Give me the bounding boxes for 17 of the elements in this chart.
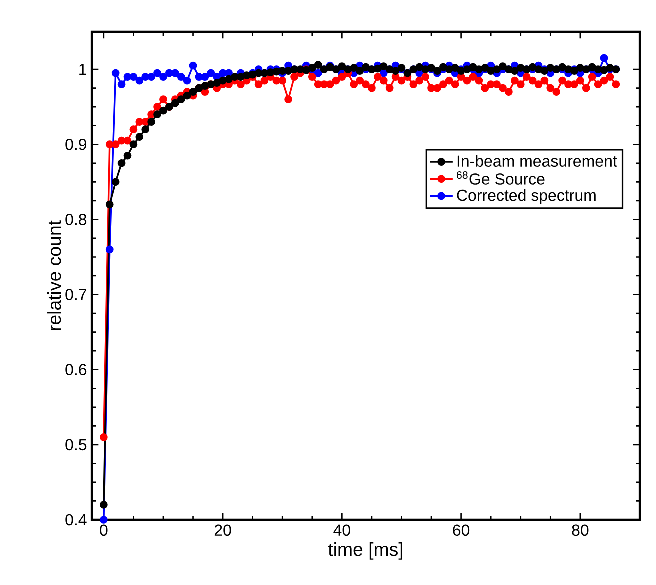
x-tick-label: 80 xyxy=(572,524,589,536)
x-tick-label: 0 xyxy=(100,524,108,536)
x-tick-label: 20 xyxy=(214,524,232,536)
y-axis-title: relative count xyxy=(48,220,62,330)
legend-label: Corrected spectrum xyxy=(457,189,596,204)
y-tick-label: 0.5 xyxy=(66,439,87,451)
x-tick-label: 40 xyxy=(334,524,350,536)
y-tick-label: 1 xyxy=(80,64,87,76)
y-tick-label: 0.9 xyxy=(66,138,87,150)
x-axis-title: time [ms] xyxy=(328,542,402,560)
legend-label: In-beam measurement xyxy=(458,155,618,167)
y-tick-label: 0.8 xyxy=(66,214,87,226)
legend-label: $^{68}$Ge Source xyxy=(457,172,545,185)
y-tick-label: 0.6 xyxy=(66,364,87,376)
y-tick-label: 0.7 xyxy=(66,289,86,300)
x-tick-label: 60 xyxy=(453,524,470,536)
y-tick-label: 0.4 xyxy=(66,514,87,526)
